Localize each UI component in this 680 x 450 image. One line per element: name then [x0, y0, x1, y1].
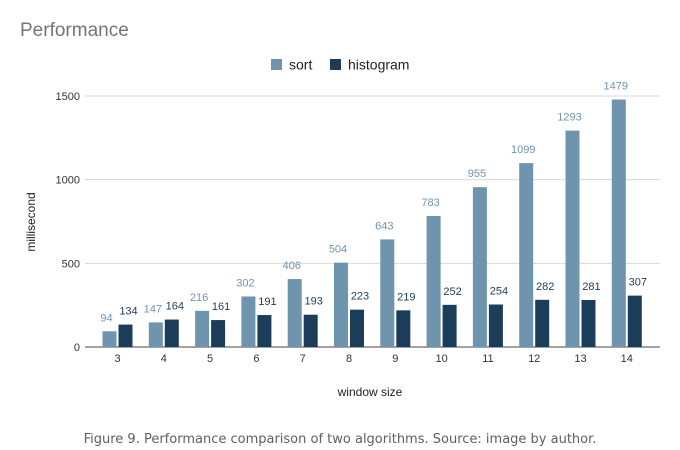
legend-label-sort: sort	[289, 57, 312, 73]
bar-sort	[519, 163, 534, 347]
y-tick-label: 1500	[56, 91, 80, 103]
legend-label-histogram: histogram	[348, 57, 409, 73]
gridlines	[85, 95, 660, 348]
data-label-histogram: 161	[212, 301, 230, 313]
data-label-sort: 302	[236, 277, 254, 289]
bar-sort	[195, 310, 210, 347]
data-label-histogram: 191	[258, 296, 276, 308]
data-label-histogram: 282	[536, 281, 554, 293]
bar-histogram	[350, 309, 364, 347]
x-tick-label: 6	[253, 353, 259, 365]
data-label-sort: 1293	[557, 112, 581, 124]
data-label-sort: 147	[144, 303, 162, 315]
x-tick-label: 8	[346, 353, 352, 365]
bar-histogram	[442, 304, 457, 347]
y-axis-title: millisecond	[24, 192, 38, 251]
data-label-sort: 406	[283, 260, 301, 272]
data-label-histogram: 219	[397, 291, 415, 303]
x-tick-label: 13	[574, 353, 586, 365]
data-label-sort: 504	[329, 244, 347, 256]
bar-histogram	[535, 299, 550, 347]
data-label-sort: 1479	[604, 81, 628, 93]
data-label-histogram: 307	[629, 277, 647, 289]
data-label-histogram: 223	[351, 291, 369, 303]
legend-swatch-histogram	[330, 59, 341, 70]
bar-sort	[148, 322, 163, 347]
bar-sort	[334, 262, 348, 347]
bar-histogram	[164, 319, 179, 347]
bar-sort	[380, 239, 395, 347]
bar-sort	[472, 187, 487, 347]
data-label-histogram: 252	[443, 286, 461, 298]
x-axis: 3 4 5 6 7 8 9 10 11 12 13 14	[114, 353, 632, 365]
x-axis-title: window size	[337, 385, 403, 399]
x-tick-label: 7	[300, 353, 306, 365]
x-tick-label: 11	[482, 353, 493, 365]
x-tick-label: 3	[114, 353, 120, 365]
legend-swatch-sort	[271, 59, 282, 70]
data-label-sort: 643	[375, 220, 393, 232]
bar-sort	[287, 279, 302, 347]
bar-histogram	[488, 304, 503, 347]
bar-sort	[565, 130, 580, 347]
data-label-histogram: 254	[490, 285, 508, 297]
bar-sort	[426, 215, 441, 347]
data-label-sort: 1099	[511, 144, 535, 156]
bar-histogram	[396, 310, 411, 347]
data-label-sort: 216	[190, 292, 208, 304]
bar-histogram	[118, 324, 133, 347]
legend: sort histogram	[271, 57, 409, 73]
bar-histogram	[211, 320, 226, 347]
chart-title: Performance	[20, 20, 129, 41]
y-axis: 0 500 1000 1500	[56, 91, 80, 354]
data-label-histogram: 164	[166, 301, 184, 313]
x-tick-label: 12	[528, 353, 540, 365]
bar-sort	[102, 331, 117, 347]
data-label-histogram: 281	[582, 281, 600, 293]
y-tick-label: 500	[62, 258, 80, 270]
y-tick-label: 1000	[56, 175, 80, 187]
bar-histogram	[627, 295, 642, 347]
y-tick-label: 0	[74, 342, 80, 354]
x-tick-label: 14	[621, 353, 633, 365]
data-label-histogram: 134	[119, 306, 137, 318]
bar-sort	[611, 99, 626, 347]
data-label-sort: 783	[421, 197, 439, 209]
x-tick-label: 5	[207, 353, 213, 365]
x-tick-label: 10	[435, 353, 447, 365]
figure-caption: Figure 9. Performance comparison of two …	[83, 432, 597, 447]
data-label-sort: 955	[468, 168, 486, 180]
bars	[102, 99, 642, 347]
bar-histogram	[257, 315, 272, 347]
bar-sort	[241, 296, 256, 347]
x-tick-label: 9	[392, 353, 398, 365]
bar-histogram	[581, 299, 596, 347]
data-label-histogram: 193	[305, 296, 323, 308]
bar-histogram	[303, 314, 318, 347]
data-labels: 94 134 147 164 216 161 302 191 406 193 504 223 643 21…	[100, 81, 647, 325]
data-label-sort: 94	[100, 312, 112, 324]
x-tick-label: 4	[161, 353, 167, 365]
